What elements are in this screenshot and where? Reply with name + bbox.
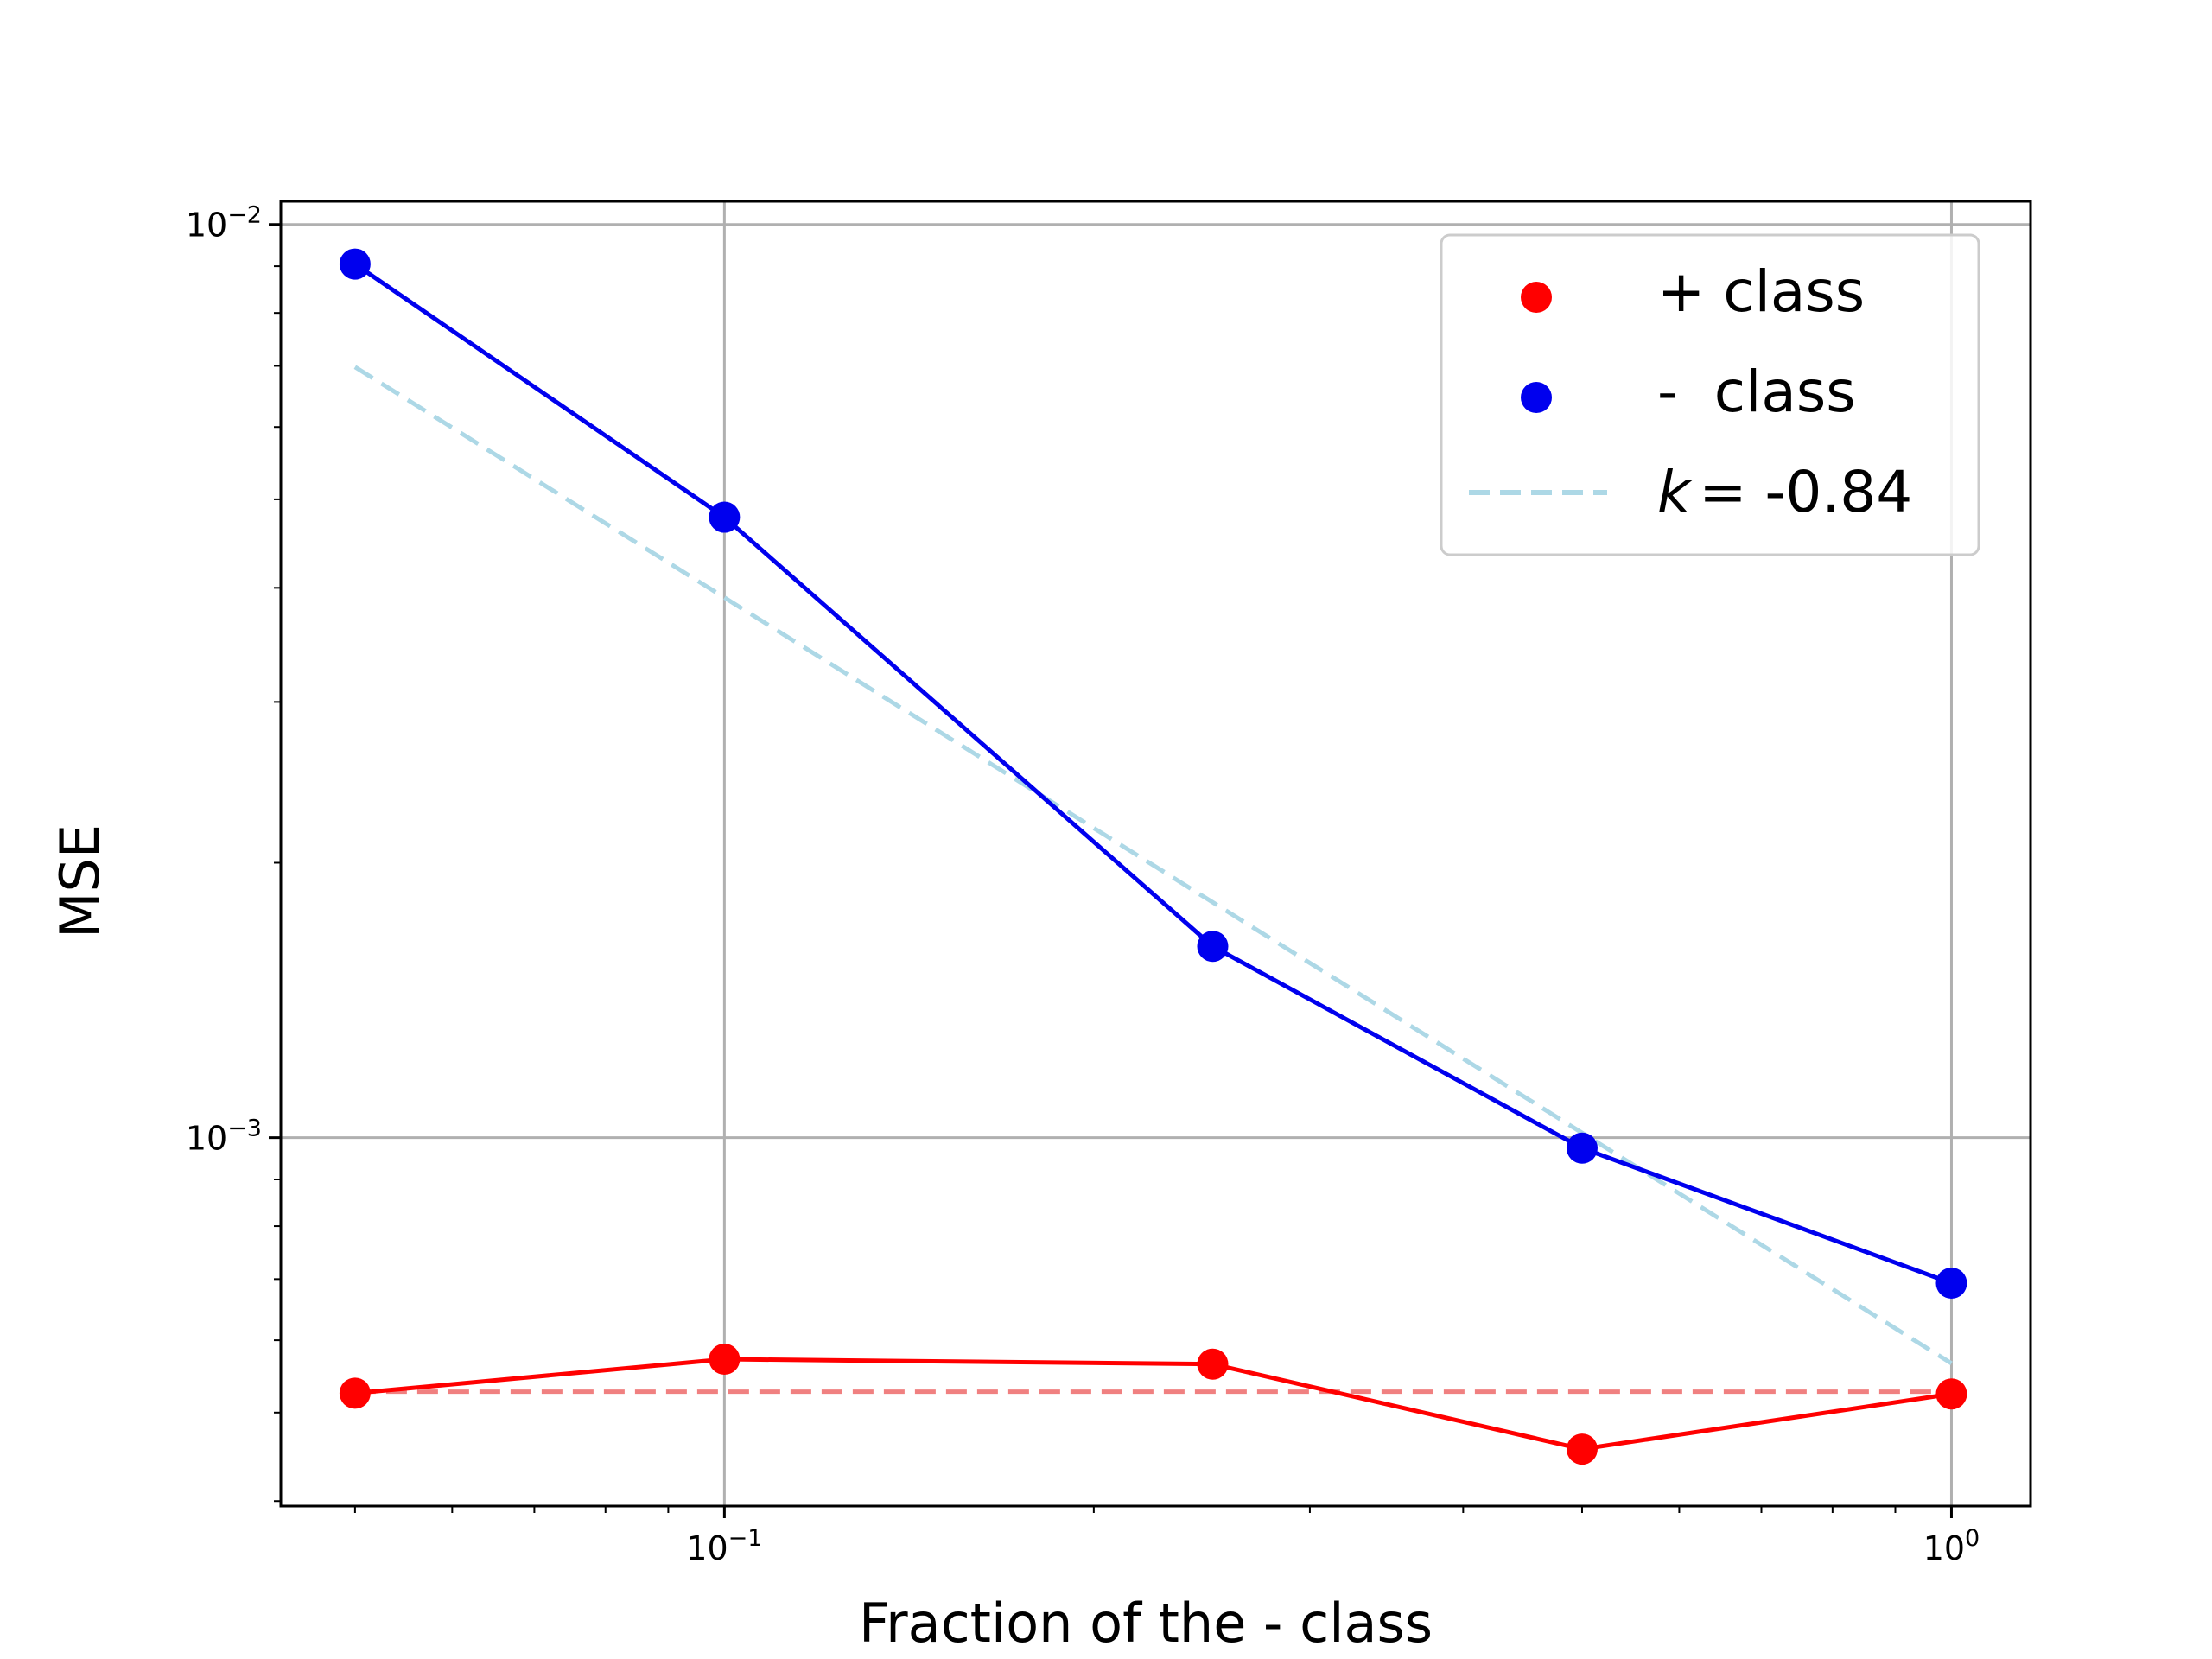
plus-class-point [339,1377,371,1409]
plus-class-point [1566,1433,1598,1465]
y-axis-label: MSE [48,824,111,938]
x-tick-label: 10−1 [686,1525,762,1567]
legend-marker-plus-class [1521,282,1552,313]
legend-label-minus-class: - class [1657,359,1856,425]
legend-label-fit: k = -0.84 [1657,459,1912,525]
y-tick-label: 10−2 [186,202,262,245]
x-tick-label-base: 10 [686,1529,728,1567]
plus-class-point [709,1344,741,1376]
x-tick-label: 100 [1923,1525,1980,1567]
plus-class-point [1936,1378,1967,1410]
x-axis-label: Fraction of the - class [859,1592,1433,1655]
x-tick-label-exponent: −1 [728,1525,763,1552]
minus-class-point [339,248,371,280]
series-layer [339,248,1967,1465]
minus-class-point [1566,1132,1598,1164]
legend-fit-value: = -0.84 [1699,459,1912,525]
fit-line [353,365,1953,1366]
legend-label-plus-class: + class [1657,258,1865,325]
plus-class-point [1197,1348,1229,1380]
minus-class-point [1936,1267,1967,1299]
legend: + class - class k = -0.84 [1440,233,1980,556]
legend-box [1440,233,1980,556]
minus-class-point [709,501,741,533]
plus-class-line [354,1357,1952,1452]
y-tick-label-exponent: −2 [227,202,262,229]
x-tick-label-base: 10 [1923,1529,1965,1567]
x-tick-label-exponent: 0 [1965,1525,1980,1552]
y-tick-label-exponent: −3 [227,1116,262,1142]
plot-frame [279,200,2032,1508]
y-tick-label-base: 10 [186,1120,227,1158]
y-tick-label-base: 10 [186,207,227,245]
y-tick-label: 10−3 [186,1116,262,1158]
legend-fit-symbol: k [1657,459,1693,525]
minus-class-point [1197,931,1229,963]
legend-marker-minus-class [1521,382,1552,413]
